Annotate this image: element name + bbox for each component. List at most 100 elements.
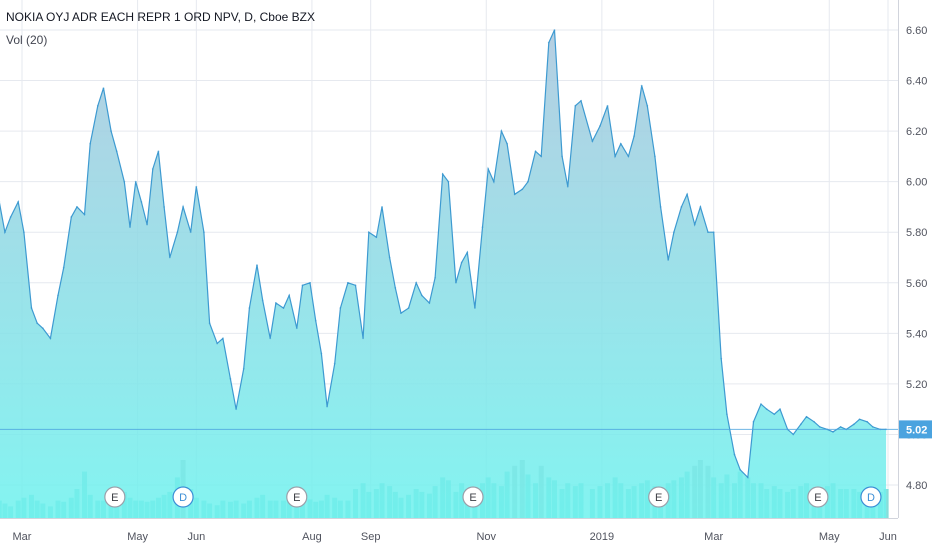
price-point [400, 312, 402, 314]
price-point [726, 413, 728, 415]
price-point [487, 168, 489, 170]
price-point [633, 135, 635, 137]
price-point [660, 206, 662, 208]
price-point [123, 181, 125, 183]
price-point [461, 262, 463, 264]
price-point [355, 284, 357, 286]
x-tick-label: May [127, 531, 148, 543]
x-tick-label: Jun [187, 531, 205, 543]
price-point [654, 155, 656, 157]
price-point [381, 206, 383, 208]
price-point [667, 259, 669, 261]
price-point [362, 337, 364, 339]
price-point [248, 307, 250, 309]
price-point [283, 307, 285, 309]
earnings-marker[interactable]: E [463, 487, 483, 507]
price-point [620, 143, 622, 145]
price-point [760, 403, 762, 405]
event-marker-label: E [469, 492, 476, 504]
event-marker-label: E [111, 492, 118, 504]
price-point [368, 231, 370, 233]
price-point [169, 257, 171, 259]
price-point [339, 307, 341, 309]
price-point [673, 231, 675, 233]
price-point [230, 378, 232, 380]
event-marker-label: E [293, 492, 300, 504]
y-tick-label: 5.40 [906, 328, 927, 340]
price-point [591, 140, 593, 142]
x-tick-label: Aug [302, 531, 322, 543]
dividend-marker[interactable]: D [173, 487, 193, 507]
price-point [707, 231, 709, 233]
x-tick-label: Mar [13, 531, 32, 543]
event-marker-label: D [179, 492, 187, 504]
price-point [116, 150, 118, 152]
price-point [493, 181, 495, 183]
volume-indicator-label[interactable]: Vol (20) [6, 33, 47, 47]
price-point [394, 287, 396, 289]
dividend-marker[interactable]: D [861, 487, 881, 507]
price-point [506, 143, 508, 145]
price-point [182, 206, 184, 208]
price-point [288, 295, 290, 297]
y-tick-label: 6.00 [906, 177, 927, 189]
price-point [256, 264, 258, 266]
earnings-marker[interactable]: E [105, 487, 125, 507]
price-point [23, 231, 25, 233]
price-point [681, 206, 683, 208]
y-tick-label: 5.80 [906, 227, 927, 239]
price-point [190, 231, 192, 233]
price-point [527, 181, 529, 183]
y-tick-label: 6.60 [906, 25, 927, 37]
x-tick-label: Nov [476, 531, 496, 543]
price-point [514, 193, 516, 195]
price-point [434, 277, 436, 279]
price-point [540, 155, 542, 157]
price-point [806, 416, 808, 418]
price-point [209, 322, 211, 324]
price-point [89, 143, 91, 145]
earnings-marker[interactable]: E [649, 487, 669, 507]
price-point [859, 418, 861, 420]
price-point [482, 226, 484, 228]
price-point [42, 327, 44, 329]
price-point [646, 105, 648, 107]
price-point [269, 337, 271, 339]
price-point [548, 42, 550, 44]
price-point [36, 322, 38, 324]
price-point [599, 125, 601, 127]
price-point [76, 206, 78, 208]
event-marker-label: E [655, 492, 662, 504]
price-point [580, 100, 582, 102]
x-tick-label: Sep [361, 531, 381, 543]
price-point [163, 206, 165, 208]
earnings-marker[interactable]: E [287, 487, 307, 507]
price-point [57, 295, 59, 297]
price-point [389, 257, 391, 259]
price-point [309, 282, 311, 284]
price-point [103, 87, 105, 89]
price-point [574, 105, 576, 107]
price-point [474, 307, 476, 309]
price-point [853, 423, 855, 425]
price-point [466, 252, 468, 254]
price-point [421, 295, 423, 297]
price-point [641, 85, 643, 87]
x-tick-label: May [819, 531, 840, 543]
price-point [146, 224, 148, 226]
price-point [686, 193, 688, 195]
price-point [773, 413, 775, 415]
price-point [84, 214, 86, 216]
price-point [819, 426, 821, 428]
y-tick-label: 4.80 [906, 480, 927, 492]
price-point [262, 300, 264, 302]
price-point [766, 408, 768, 410]
price-point [694, 224, 696, 226]
earnings-marker[interactable]: E [808, 487, 828, 507]
price-point [614, 155, 616, 157]
price-point [110, 130, 112, 132]
price-point [739, 469, 741, 471]
event-marker-label: D [867, 492, 875, 504]
price-point [447, 181, 449, 183]
